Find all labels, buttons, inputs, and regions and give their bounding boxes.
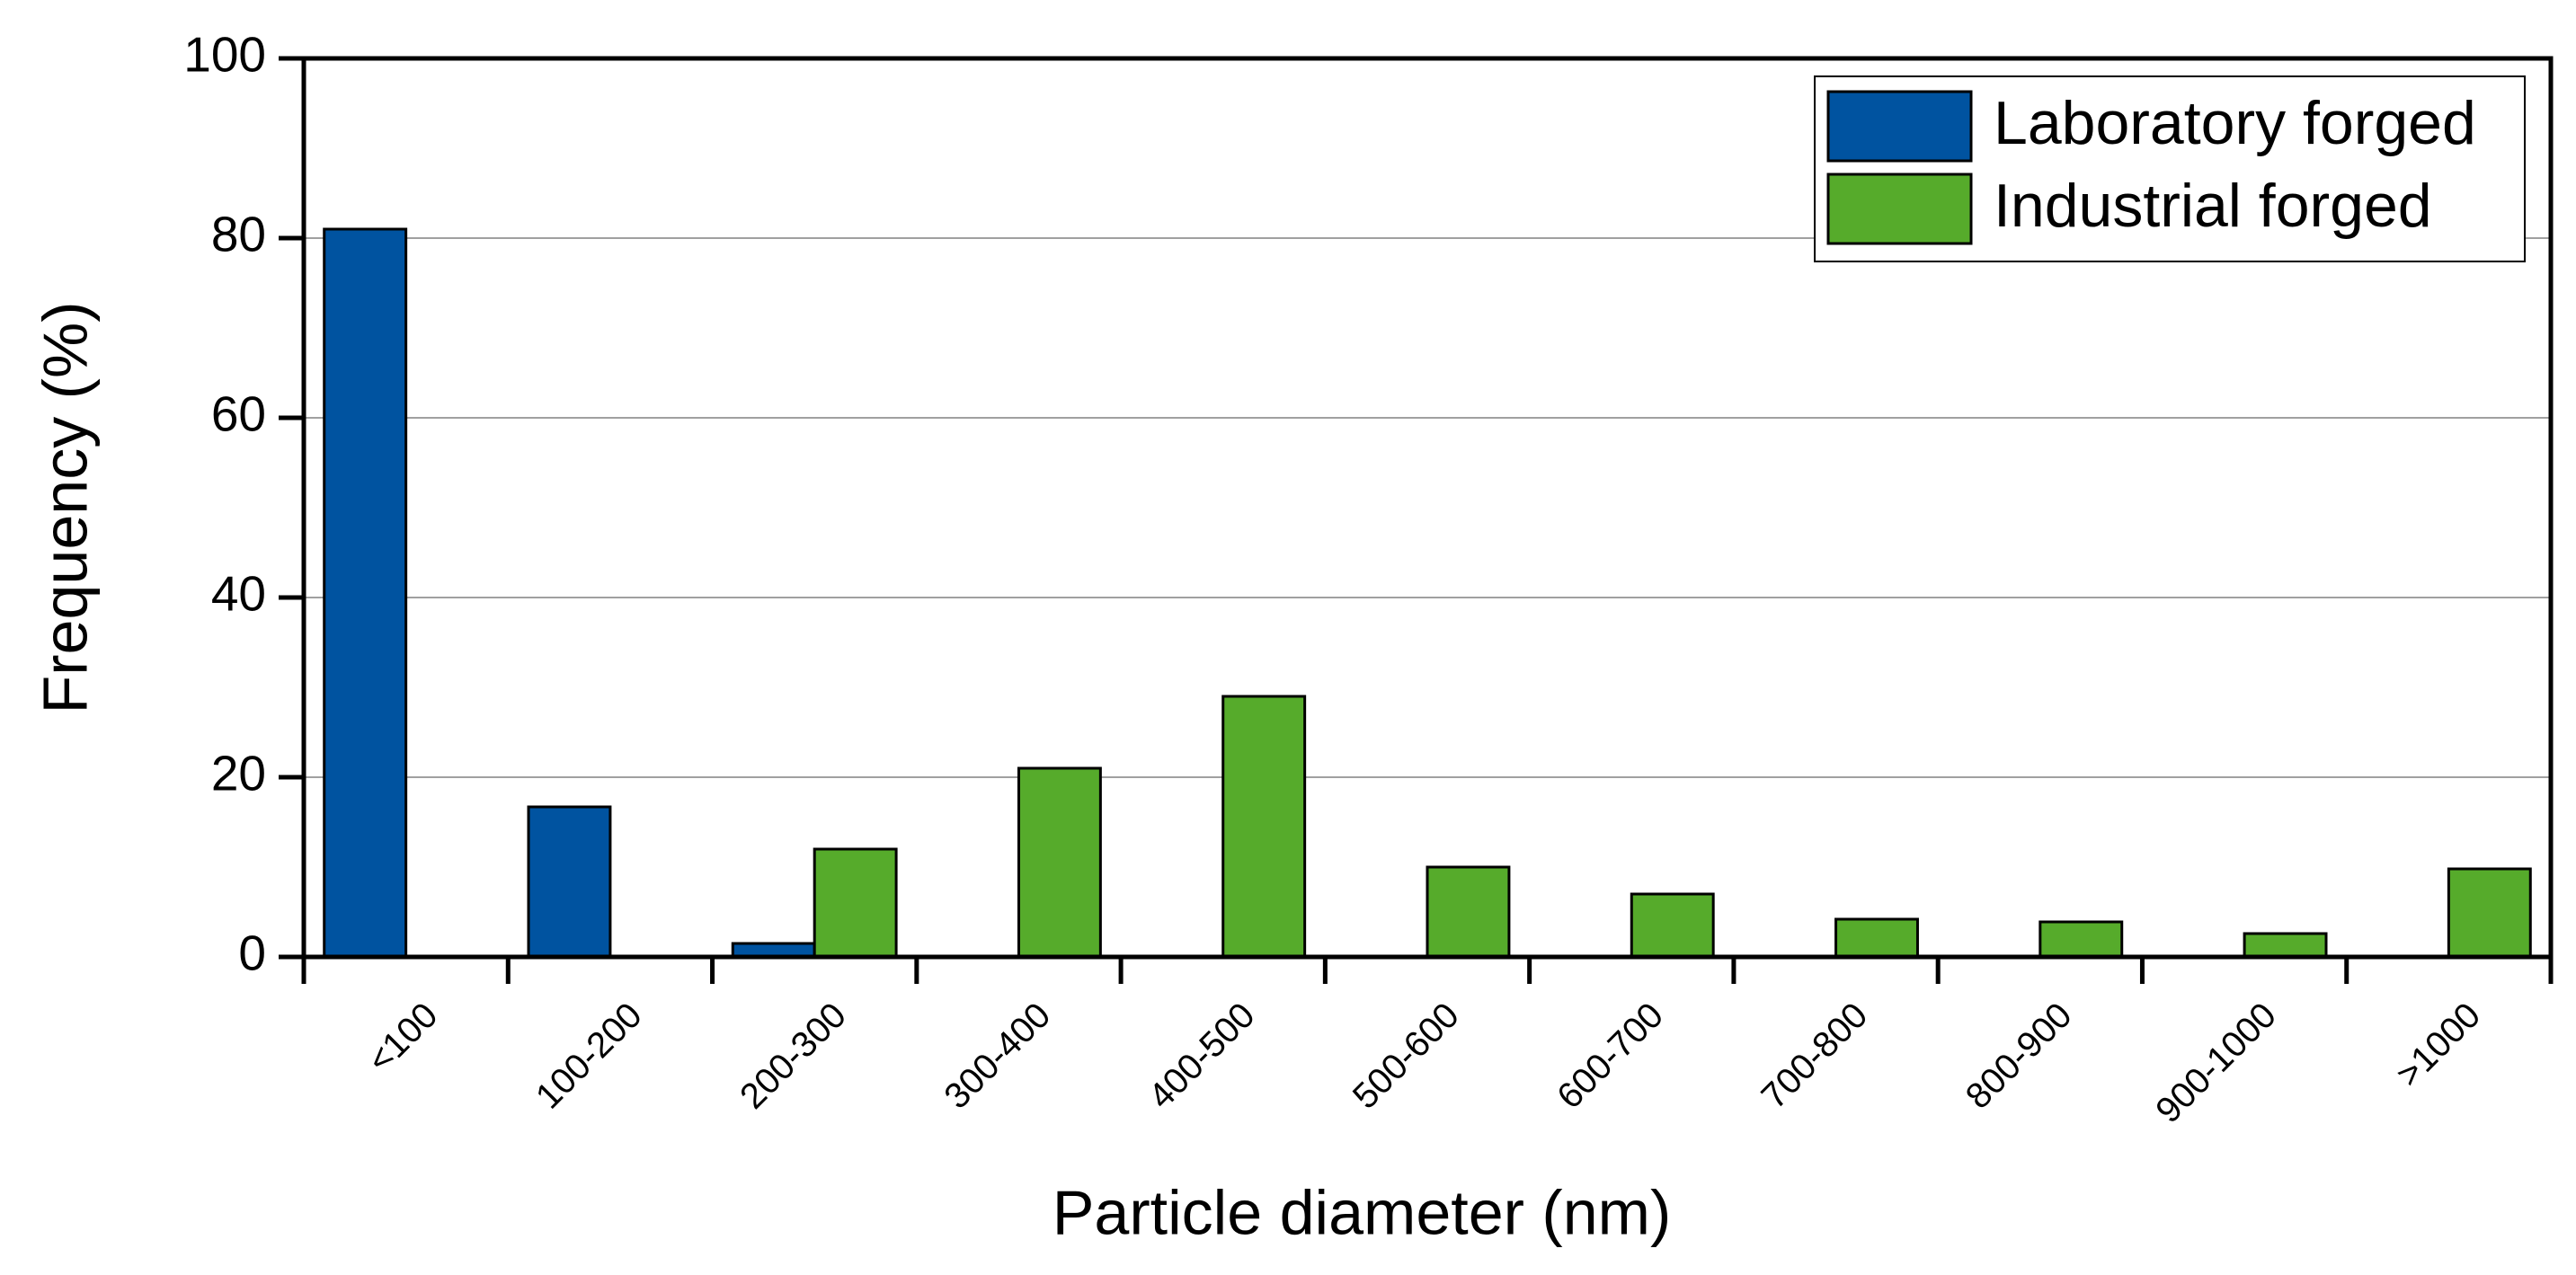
bar (1834, 917, 1919, 959)
x-tick-label: 700-800 (1754, 996, 1875, 1117)
x-tick-label: <100 (360, 996, 446, 1081)
x-axis-title: Particle diameter (nm) (1053, 1177, 1672, 1247)
bar (1426, 865, 1511, 959)
bar (323, 227, 408, 959)
bar (2447, 867, 2532, 959)
bar (2039, 920, 2124, 959)
y-tick-label: 80 (211, 207, 266, 262)
y-axis-title: Frequency (%) (30, 301, 100, 713)
x-tick-label: 900-1000 (2148, 996, 2284, 1131)
x-tick-label: 300-400 (937, 996, 1058, 1117)
x-tick-label: 600-700 (1550, 996, 1671, 1117)
bar (2243, 932, 2328, 959)
y-tick-label: 60 (211, 386, 266, 442)
y-tick-label: 40 (211, 566, 266, 622)
y-tick-label: 0 (238, 925, 266, 981)
x-tick-label: 100-200 (529, 996, 650, 1117)
bar (813, 847, 898, 959)
legend-swatch (1826, 90, 1973, 163)
bar (1017, 766, 1102, 959)
plot-frame (301, 56, 2554, 960)
x-tick-label: >1000 (2389, 996, 2489, 1095)
bar (527, 805, 612, 959)
bar (1221, 695, 1307, 959)
x-tick-label: 400-500 (1141, 996, 1263, 1117)
legend-label: Laboratory forged (1994, 89, 2476, 157)
x-tick-label: 800-900 (1959, 996, 2080, 1117)
y-tick-label: 100 (183, 27, 266, 83)
legend-label: Industrial forged (1994, 172, 2432, 240)
x-tick-label: 500-600 (1346, 996, 1467, 1117)
x-tick-label: 200-300 (733, 996, 854, 1117)
y-tick-label: 20 (211, 746, 266, 801)
bar (1630, 892, 1715, 959)
legend-swatch (1826, 173, 1973, 245)
